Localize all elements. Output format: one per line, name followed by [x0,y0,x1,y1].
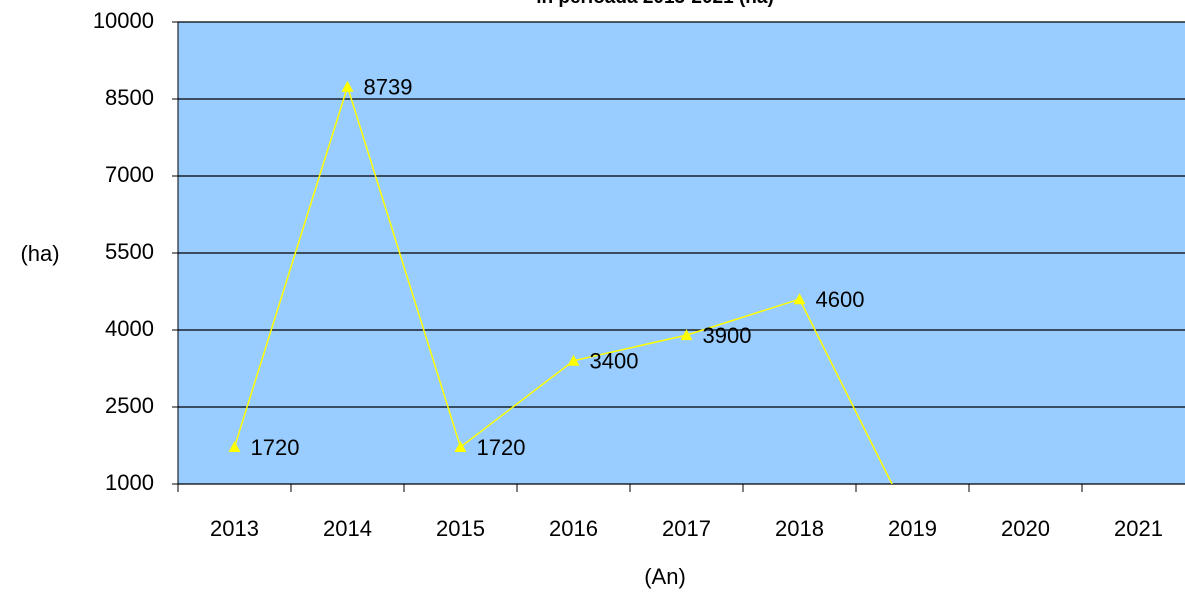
marker [793,293,806,305]
marker [454,441,467,453]
y-tick-label: 2500 [105,393,154,418]
y-tick-label: 10000 [93,8,154,33]
y-tick-label: 4000 [105,316,154,341]
data-label: 8739 [364,75,413,100]
x-tick-label: 2020 [1001,516,1050,541]
y-axis-label: (ha) [20,241,59,266]
x-tick-label: 2014 [323,516,372,541]
data-label: 1720 [251,435,300,460]
data-label: 1720 [477,435,526,460]
marker [228,441,241,453]
x-tick-label: 2018 [775,516,824,541]
marker [341,80,354,92]
x-tick-label: 2015 [436,516,485,541]
x-tick-label: 2021 [1114,516,1163,541]
y-tick-label: 7000 [105,162,154,187]
x-tick-label: 2019 [888,516,937,541]
x-axis-label: (An) [644,564,686,589]
y-tick-label: 1000 [105,470,154,495]
x-tick-label: 2016 [549,516,598,541]
data-label: 3400 [590,349,639,374]
data-label: 3900 [703,323,752,348]
x-tick-label: 2017 [662,516,711,541]
chart-title: în perioada 2013-2021 (ha) [535,0,774,8]
marker [567,354,580,366]
data-label: 4600 [816,287,865,312]
x-tick-label: 2013 [210,516,259,541]
y-tick-label: 8500 [105,85,154,110]
marker [680,329,693,341]
y-tick-label: 5500 [105,239,154,264]
